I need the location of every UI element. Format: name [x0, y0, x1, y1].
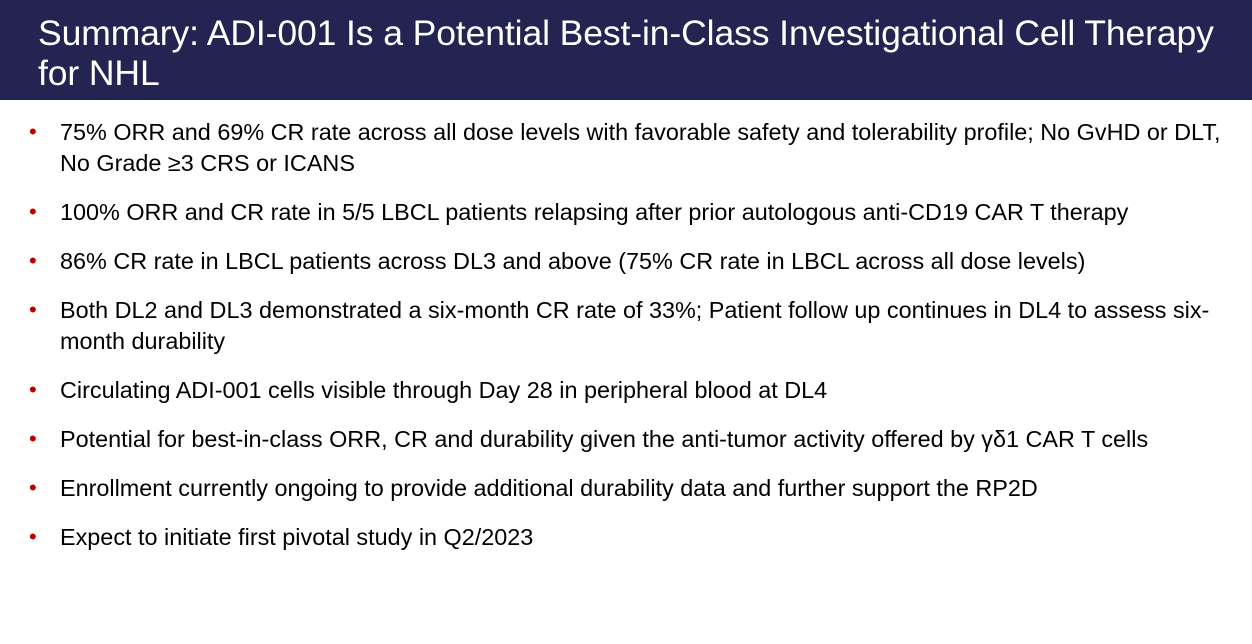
bullet-item: • 86% CR rate in LBCL patients across DL… [0, 246, 1252, 277]
bullet-text: Expect to initiate first pivotal study i… [60, 524, 534, 551]
bullet-item: • Both DL2 and DL3 demonstrated a six-mo… [0, 295, 1252, 356]
bullet-item: • Potential for best-in-class ORR, CR an… [0, 424, 1252, 455]
bullet-marker: • [29, 475, 37, 501]
bullet-text: 86% CR rate in LBCL patients across DL3 … [60, 247, 1086, 274]
bullet-text: Enrollment currently ongoing to provide … [60, 475, 1038, 502]
bullet-text: Potential for best-in-class ORR, CR and … [60, 425, 1149, 452]
bullet-text: 75% ORR and 69% CR rate across all dose … [60, 119, 1221, 176]
title-bar: Summary: ADI-001 Is a Potential Best-in-… [0, 0, 1252, 100]
bullet-text: 100% ORR and CR rate in 5/5 LBCL patient… [60, 198, 1129, 225]
bullet-marker: • [29, 198, 37, 224]
bullet-item: • 100% ORR and CR rate in 5/5 LBCL patie… [0, 197, 1252, 228]
bullet-marker: • [29, 376, 37, 402]
bullet-item: • Expect to initiate first pivotal study… [0, 522, 1252, 553]
bullet-marker: • [29, 425, 37, 451]
slide-title: Summary: ADI-001 Is a Potential Best-in-… [38, 13, 1214, 93]
bullet-marker: • [29, 119, 37, 144]
bullet-marker: • [29, 297, 37, 323]
bullet-text: Circulating ADI-001 cells visible throug… [60, 376, 828, 403]
bullet-item: • Circulating ADI-001 cells visible thro… [0, 375, 1252, 406]
bullet-list: • 75% ORR and 69% CR rate across all dos… [0, 117, 1252, 572]
bullet-marker: • [29, 524, 37, 550]
bullet-item: • Enrollment currently ongoing to provid… [0, 473, 1252, 504]
bullet-text: Both DL2 and DL3 demonstrated a six-mont… [60, 297, 1210, 354]
bullet-marker: • [29, 247, 37, 273]
bullet-item: • 75% ORR and 69% CR rate across all dos… [0, 117, 1252, 178]
